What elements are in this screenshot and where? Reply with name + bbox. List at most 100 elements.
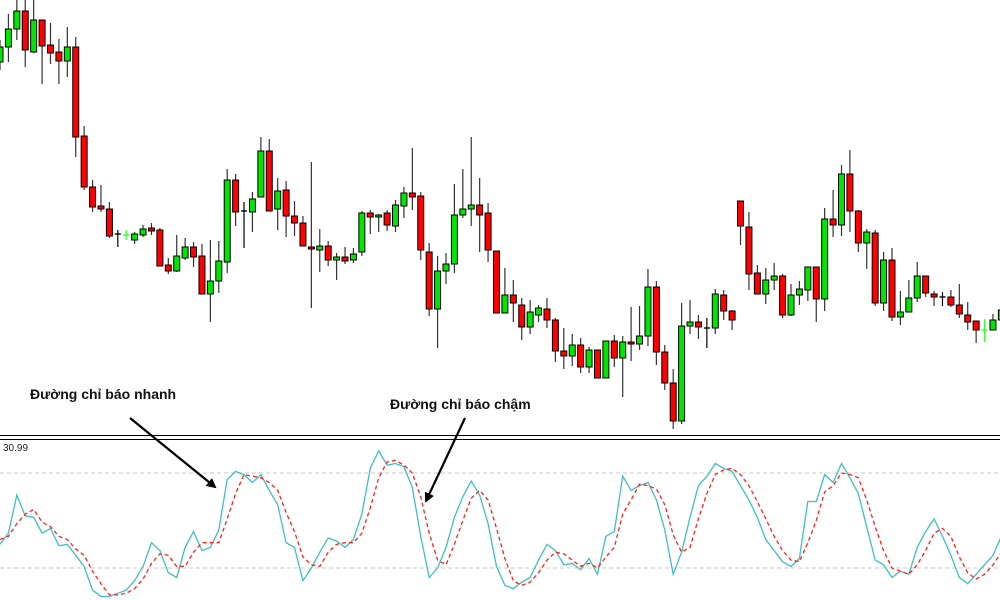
candle [131,232,139,244]
candle-body-bear [198,255,206,295]
candle-body-bull [989,319,997,331]
candle [13,0,21,40]
candle-body-bear [476,204,484,216]
candle [190,242,198,267]
candle [63,27,71,77]
candle [484,203,492,262]
candle [123,230,130,240]
candle [291,201,299,236]
candle [459,169,467,218]
candle [4,14,12,62]
candle-body-bear [694,321,702,328]
candle [375,214,383,232]
candle [257,137,265,198]
candle-body-bear [922,275,930,294]
candle-body-bear [661,351,669,384]
candle-body-bull [644,286,652,337]
candle-body-bear [829,218,837,226]
candle-body-bear [577,344,585,368]
candle-body-bear [282,189,290,217]
candle-body-bear [89,186,97,208]
candle [593,349,601,379]
candle-body-bull [257,150,265,198]
candle [955,284,963,318]
candle-body-bull [139,228,147,236]
candle-body-bear [46,44,54,54]
candle [577,338,585,373]
candle-body-bear [720,294,728,312]
candle [509,280,517,322]
fast-line-annotation: Đường chỉ báo nhanh [30,386,177,402]
candle-body-bear [417,195,425,251]
candle-body-bear [190,246,198,258]
candle [501,268,509,314]
candle-body-bull [248,198,256,213]
candle-body-bear [551,319,559,352]
candle [333,253,341,280]
slow-line-arrow [424,417,466,503]
candle [46,23,54,64]
candle-body-bear [964,314,972,323]
candle-body-bull [678,325,686,422]
candle-body-bull [602,340,610,379]
candle [762,268,770,304]
candle-body-bull [30,19,38,53]
candle-body-bear [888,259,896,318]
candle-body-bear [341,256,349,262]
candle [341,247,349,264]
candle [248,192,256,232]
candle-body-bear [97,205,105,210]
candle [442,253,450,284]
candle-body-bull [13,10,21,30]
candle [947,290,955,307]
candle-body-bear [232,179,240,213]
candle-body-bull [997,309,1000,321]
candle-body-bear [652,286,660,353]
candle [854,210,862,252]
candle-body-bear [492,250,500,314]
candle [450,184,458,273]
candle-body-bull [821,218,829,300]
candle [467,137,475,226]
candle-body-bull [181,246,189,259]
candle [661,345,669,390]
candle [779,274,787,318]
candle [964,302,972,330]
candle [223,169,231,273]
candle-body-bear [846,173,854,212]
candle [972,320,980,343]
candle [905,280,913,313]
candle-body-bull [459,208,467,216]
candle [139,225,147,237]
candle-body-bull [392,204,400,227]
candle-body-bear [854,210,862,244]
candle-body-bear [627,341,635,345]
candle-body-bear [80,135,88,188]
candle-body-bull [501,294,509,314]
candle-body-bear [509,294,517,304]
candle-body-bull [0,46,4,63]
candle [863,229,871,269]
candle [930,291,938,306]
candle-body-bear [366,212,374,218]
candle-body-bull [274,190,282,210]
slow-line-annotation: Đường chỉ báo chậm [390,396,531,412]
candle [711,289,719,334]
candle [400,187,408,218]
candle [417,192,425,260]
candle [838,165,845,236]
candle [981,319,988,342]
candle-body-bear [728,310,736,321]
candle-body-bear [518,304,526,328]
candle-body-bear [737,200,745,227]
slow-line-series [0,459,1000,596]
candle [0,40,4,70]
candle-body-bull [863,231,871,244]
candle-body-bear [871,232,879,304]
candle [619,336,627,397]
candle-body-bull [467,204,475,210]
candle [652,281,660,365]
candle-body-bull [442,263,450,272]
candle-body-bear [408,192,416,198]
candle [97,185,105,212]
